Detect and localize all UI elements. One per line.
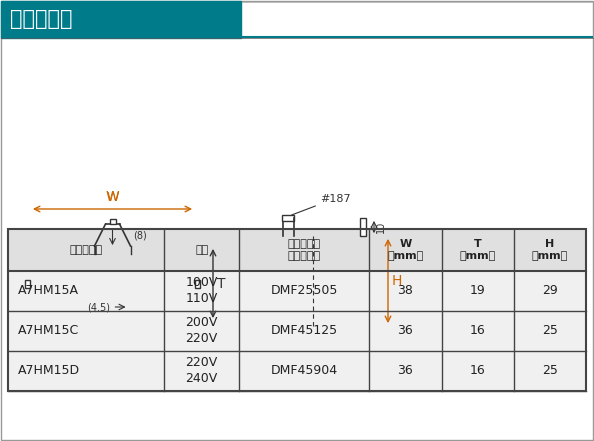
Bar [8, 351, 586, 391]
Text: 10: 10 [376, 221, 386, 233]
Text: 100V
110V: 100V 110V [185, 277, 218, 306]
Text: DMF45125: DMF45125 [271, 325, 338, 337]
Text: 電圧: 電圧 [195, 245, 208, 255]
Text: コンデンサ
（付属品）: コンデンサ （付属品） [287, 239, 321, 261]
Text: 19: 19 [470, 284, 485, 298]
Text: #187: #187 [320, 194, 350, 204]
Bar [195, 280, 200, 288]
Bar [282, 215, 294, 221]
Text: H
（mm）: H （mm） [532, 239, 568, 261]
Bar [265, 236, 360, 326]
Bar [1, 1, 241, 38]
Text: A7HM15A: A7HM15A [18, 284, 79, 298]
Text: DMF25505: DMF25505 [270, 284, 338, 298]
Text: 38: 38 [397, 284, 413, 298]
Bar [360, 218, 366, 236]
Text: コンデンサ: コンデンサ [10, 9, 72, 29]
Text: 36: 36 [397, 325, 413, 337]
Bar [30, 246, 195, 321]
Bar [8, 311, 586, 351]
Bar [8, 229, 586, 271]
Text: (4.5): (4.5) [87, 302, 110, 312]
Text: 25: 25 [542, 325, 558, 337]
Text: 16: 16 [470, 365, 485, 377]
Text: 200V
220V: 200V 220V [185, 317, 218, 345]
Text: モータ形式: モータ形式 [69, 245, 103, 255]
Text: W
（mm）: W （mm） [387, 239, 424, 261]
Text: T: T [217, 277, 226, 291]
Text: 36: 36 [397, 365, 413, 377]
Text: 220V
240V: 220V 240V [185, 356, 218, 385]
Text: A7HM15D: A7HM15D [18, 365, 80, 377]
Text: H: H [392, 274, 402, 288]
Bar [25, 280, 30, 288]
Text: W: W [106, 190, 119, 204]
Text: T
（mm）: T （mm） [460, 239, 496, 261]
Bar [8, 229, 586, 391]
Text: (8): (8) [134, 230, 147, 240]
Text: 16: 16 [470, 325, 485, 337]
Bar [8, 271, 586, 311]
Text: 29: 29 [542, 284, 558, 298]
Bar [109, 219, 115, 224]
Text: DMF45904: DMF45904 [271, 365, 338, 377]
Text: A7HM15C: A7HM15C [18, 325, 79, 337]
Text: 25: 25 [542, 365, 558, 377]
Text: W: W [106, 191, 119, 204]
